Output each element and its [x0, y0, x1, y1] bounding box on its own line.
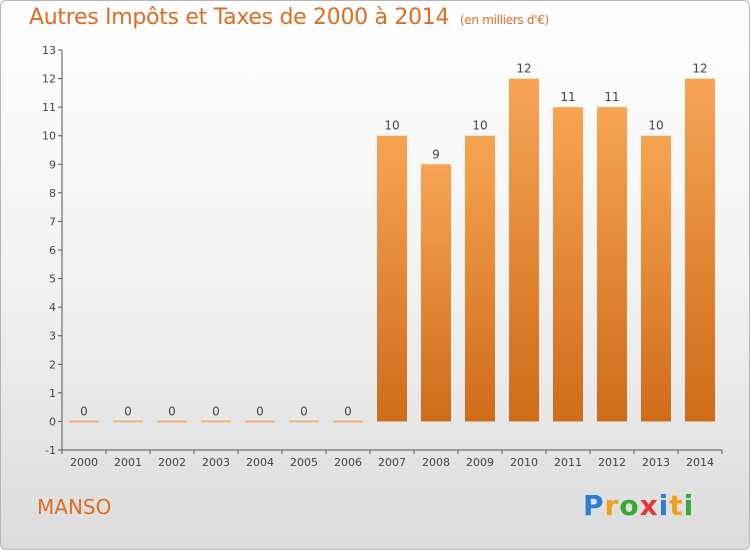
bar-2002 [157, 420, 187, 423]
data-label-2005: 0 [300, 404, 308, 418]
chart-title-text: Autres Impôts et Taxes de 2000 à 2014 [29, 5, 450, 30]
bar-2014 [685, 78, 715, 422]
chart-bars [69, 78, 715, 423]
y-tick-label: 1 [49, 387, 56, 400]
x-tick-label: 2003 [202, 456, 230, 469]
y-tick-label: 11 [42, 101, 56, 114]
y-tick-label: 2 [49, 358, 56, 371]
logo-letter: i [683, 489, 695, 522]
bar-2013 [641, 135, 671, 422]
data-label-2006: 0 [344, 404, 352, 418]
logo-letter: P [583, 489, 605, 522]
chart-subtitle: (en milliers d'€) [459, 13, 549, 27]
x-tick-label: 2004 [246, 456, 274, 469]
logo-letter: t [669, 489, 684, 522]
bar-2010 [509, 78, 539, 422]
y-tick-label: 8 [49, 187, 56, 200]
y-tick-label: 7 [49, 215, 56, 228]
y-tick-label: 12 [42, 73, 56, 86]
commune-name: MANSO [37, 495, 112, 519]
data-label-2010: 12 [516, 62, 531, 76]
data-label-2000: 0 [80, 404, 88, 418]
data-label-2011: 11 [560, 90, 575, 104]
x-tick-label: 2002 [158, 456, 186, 469]
bar-2003 [201, 420, 231, 423]
x-tick-label: 2001 [114, 456, 142, 469]
y-tick-label: 0 [49, 415, 56, 428]
data-label-2009: 10 [472, 119, 487, 133]
logo-letter: i [658, 489, 670, 522]
bar-2008 [421, 164, 451, 422]
chart-title: Autres Impôts et Taxes de 2000 à 2014 (e… [29, 5, 549, 30]
y-tick-label: 9 [49, 158, 56, 171]
x-tick-label: 2013 [642, 456, 670, 469]
y-tick-label: -1 [45, 444, 56, 457]
bar-2001 [113, 420, 143, 423]
bar-2005 [289, 420, 319, 423]
bar-2000 [69, 420, 99, 423]
bar-2011 [553, 107, 583, 422]
y-tick-label: 13 [42, 44, 56, 57]
y-tick-label: 4 [49, 301, 56, 314]
data-label-2012: 11 [604, 90, 619, 104]
bar-2004 [245, 420, 275, 423]
x-tick-label: 2014 [686, 456, 714, 469]
x-tick-label: 2005 [290, 456, 318, 469]
data-label-2013: 10 [648, 119, 663, 133]
logo-letter: x [639, 489, 659, 522]
y-tick-label: 10 [42, 130, 56, 143]
x-tick-label: 2008 [422, 456, 450, 469]
data-label-2008: 9 [432, 147, 440, 161]
y-tick-label: 6 [49, 244, 56, 257]
data-label-2001: 0 [124, 404, 132, 418]
y-tick-label: 5 [49, 273, 56, 286]
bar-2007 [377, 135, 407, 422]
logo-letter: o [619, 489, 640, 522]
logo-letter: r [604, 489, 620, 522]
data-label-2002: 0 [168, 404, 176, 418]
data-label-2003: 0 [212, 404, 220, 418]
bar-2009 [465, 135, 495, 422]
x-tick-label: 2006 [334, 456, 362, 469]
x-tick-label: 2011 [554, 456, 582, 469]
data-label-2004: 0 [256, 404, 264, 418]
bar-2006 [333, 420, 363, 423]
data-label-2014: 12 [692, 62, 707, 76]
data-label-2007: 10 [384, 119, 399, 133]
x-tick-label: 2009 [466, 456, 494, 469]
y-tick-label: 3 [49, 330, 56, 343]
x-tick-label: 2000 [70, 456, 98, 469]
chart-data-labels: 0 0 0 0 0 0 0 10 9 10 12 11 11 10 12 [80, 62, 707, 419]
proxiti-logo[interactable]: Proxiti [583, 489, 694, 522]
x-tick-label: 2010 [510, 456, 538, 469]
x-tick-label: 2007 [378, 456, 406, 469]
bar-2012 [597, 107, 627, 422]
x-tick-label: 2012 [598, 456, 626, 469]
